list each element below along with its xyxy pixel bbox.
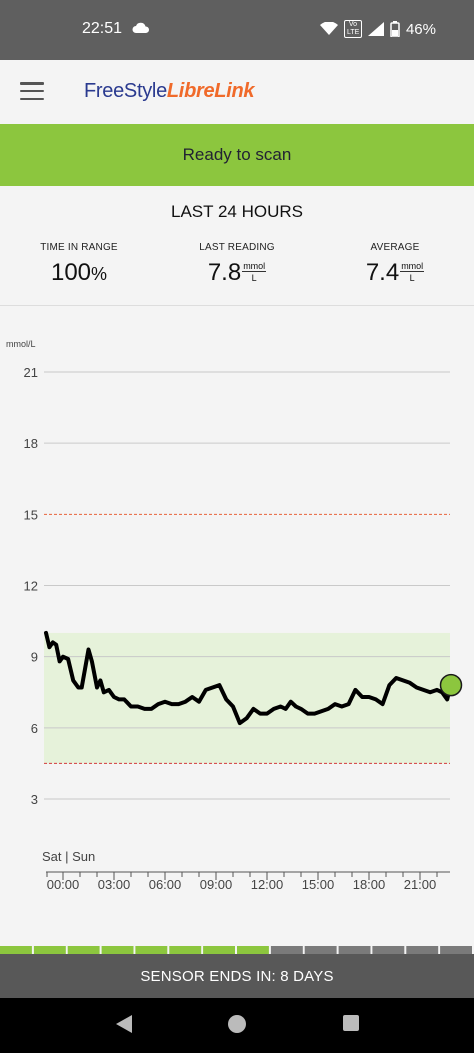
- last-reading-unit-bottom: L: [251, 273, 257, 283]
- day-marker-label: Sat | Sun: [42, 849, 95, 864]
- glucose-chart[interactable]: mmol/L 3 6 9 12 15 18 21 Sat | Sun 00:00 03:00 06:0…: [0, 306, 474, 946]
- scan-banner-label: Ready to scan: [182, 145, 292, 164]
- back-icon[interactable]: [114, 1014, 134, 1034]
- summary-title: LAST 24 HOURS: [171, 202, 303, 221]
- y-tick-label: 21: [24, 365, 38, 380]
- average-value-group: 7.4 mmol L: [365, 259, 425, 287]
- time-in-range-label: TIME IN RANGE: [40, 242, 118, 253]
- y-axis-unit-label: mmol/L: [6, 339, 36, 349]
- x-tick-label: 18:00: [353, 877, 386, 892]
- y-tick-label: 6: [31, 721, 38, 736]
- sensor-progress-segment: [33, 946, 66, 954]
- last-reading-stat: LAST READING 7.8 mmol L: [158, 242, 316, 287]
- ready-to-scan-banner[interactable]: Ready to scan: [0, 124, 474, 186]
- app-bar: FreeStyleLibreLink: [0, 60, 474, 124]
- average-unit: mmol L: [400, 261, 425, 283]
- home-icon[interactable]: [227, 1014, 247, 1034]
- volte-badge: Vo LTE: [343, 20, 362, 38]
- y-tick-label: 18: [24, 436, 38, 451]
- x-tick-label: 09:00: [200, 877, 233, 892]
- last-reading-unit: mmol L: [242, 261, 267, 283]
- battery-percent: 46%: [405, 20, 436, 38]
- wifi-icon: [319, 22, 338, 35]
- sensor-progress-segment: [270, 946, 303, 954]
- time-in-range-stat: TIME IN RANGE 100%: [0, 242, 158, 287]
- sensor-status-bar[interactable]: SENSOR ENDS IN: 8 DAYS: [0, 954, 474, 998]
- average-label: AVERAGE: [370, 242, 420, 253]
- average-unit-bottom: L: [409, 273, 415, 283]
- last-reading-value-group: 7.8 mmol L: [207, 259, 267, 287]
- battery-icon: [390, 21, 400, 37]
- status-time: 22:51: [82, 20, 123, 37]
- average-unit-top: mmol: [400, 261, 425, 272]
- sensor-progress-segment: [338, 946, 371, 954]
- sensor-progress-segment: [67, 946, 100, 954]
- logo-librelink: LibreLink: [166, 80, 255, 102]
- glucose-series-line: [44, 630, 453, 726]
- sensor-progress-segment: [0, 946, 32, 954]
- sensor-progress-segment: [304, 946, 337, 954]
- x-tick-label: 15:00: [302, 877, 335, 892]
- sensor-progress-segment: [101, 946, 134, 954]
- sensor-ends-label: SENSOR ENDS IN: 8 DAYS: [140, 967, 334, 985]
- sensor-progress-segment: [169, 946, 202, 954]
- y-tick-label: 12: [24, 579, 38, 594]
- cloud-icon: [132, 22, 150, 33]
- x-tick-label: 21:00: [404, 877, 437, 892]
- sensor-progress-segment: [406, 946, 439, 954]
- sensor-progress-segment: [203, 946, 235, 954]
- x-tick-label: 12:00: [251, 877, 284, 892]
- last-reading-point: [439, 673, 463, 697]
- signal-icon: [367, 22, 384, 36]
- y-tick-label: 15: [24, 507, 38, 522]
- navigation-bar: [0, 998, 474, 1053]
- x-tick-label: 03:00: [98, 877, 131, 892]
- sensor-progress-segment: [372, 946, 405, 954]
- target-range-band: [44, 632, 450, 764]
- sensor-progress-bar: [0, 946, 472, 954]
- y-tick-label: 9: [31, 650, 38, 665]
- y-tick-label: 3: [31, 792, 38, 807]
- x-tick-label: 06:00: [149, 877, 182, 892]
- time-in-range-value: 100: [50, 259, 92, 286]
- last-reading-label: LAST READING: [199, 242, 275, 253]
- sensor-progress-segment: [237, 946, 269, 954]
- last-reading-unit-top: mmol: [242, 261, 267, 272]
- status-bar: 22:51 Vo LTE 46%: [0, 0, 474, 60]
- average-value: 7.4: [365, 259, 400, 286]
- summary-panel: LAST 24 HOURS TIME IN RANGE 100% LAST RE…: [0, 186, 474, 306]
- time-in-range-value-group: 100%: [51, 259, 107, 287]
- menu-icon[interactable]: [20, 82, 44, 100]
- app-logo: FreeStyleLibreLink: [84, 80, 255, 103]
- recents-icon[interactable]: [342, 1014, 360, 1032]
- logo-freestyle: FreeStyle: [84, 80, 167, 102]
- sensor-progress-segment: [135, 946, 168, 954]
- average-stat: AVERAGE 7.4 mmol L: [316, 242, 474, 287]
- x-tick-label: 00:00: [47, 877, 80, 892]
- glucose-chart-svg: mmol/L 3 6 9 12 15 18 21 Sat | Sun 00:00 03:00 06:0…: [6, 339, 463, 892]
- time-in-range-unit: %: [91, 264, 108, 284]
- sensor-progress-segment: [440, 946, 472, 954]
- last-reading-value: 7.8: [207, 259, 242, 286]
